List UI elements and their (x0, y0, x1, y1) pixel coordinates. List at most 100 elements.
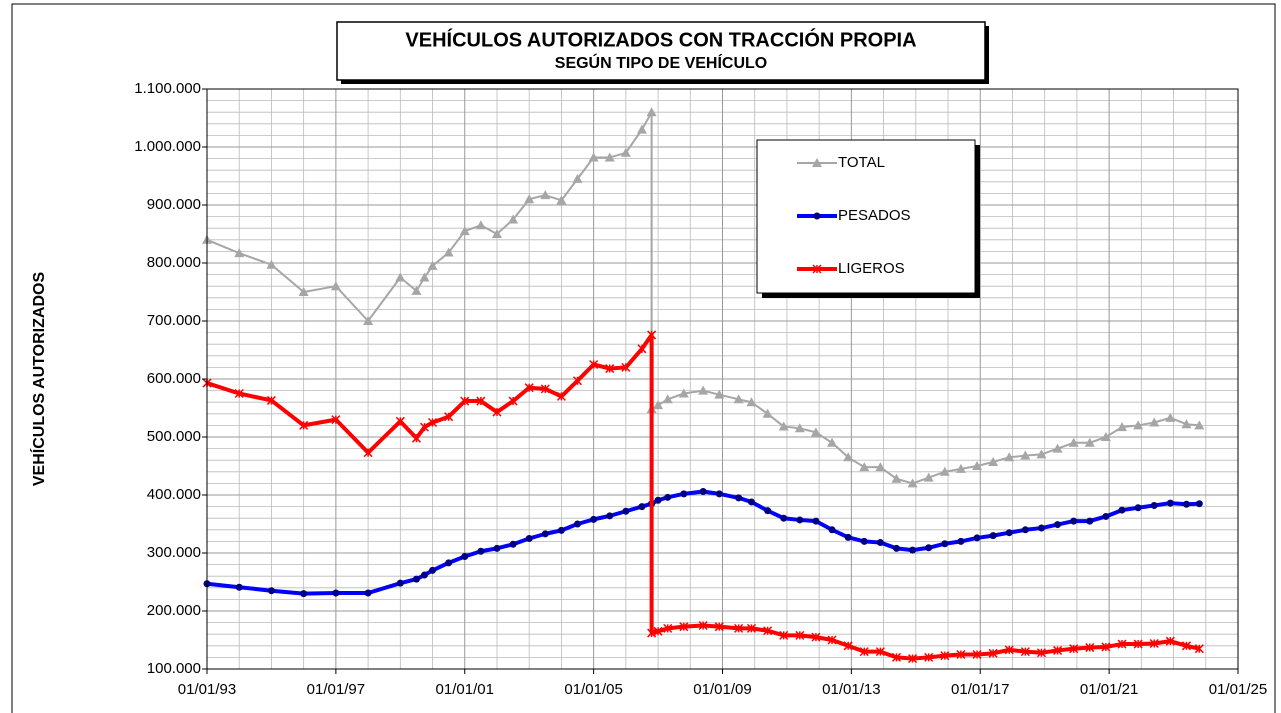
marker (1069, 644, 1079, 654)
marker (796, 516, 804, 524)
marker (662, 394, 673, 404)
marker (419, 272, 430, 282)
marker (508, 214, 519, 224)
marker (606, 512, 614, 520)
marker (794, 423, 805, 433)
marker (1133, 639, 1143, 649)
marker (1195, 500, 1203, 508)
marker (733, 394, 744, 404)
marker (524, 383, 534, 393)
marker (1194, 420, 1205, 430)
marker (395, 416, 405, 426)
marker (266, 395, 276, 405)
marker (827, 635, 837, 645)
marker (429, 566, 437, 574)
y-tick-label: 200.000 (147, 602, 201, 619)
marker (699, 488, 707, 496)
marker (590, 515, 598, 523)
marker (605, 364, 615, 374)
marker (363, 316, 374, 325)
marker (647, 628, 657, 638)
plot (202, 107, 1205, 664)
legend-label: TOTAL (838, 154, 885, 171)
marker (747, 498, 755, 506)
marker (1085, 643, 1095, 653)
marker (604, 152, 615, 162)
marker (989, 532, 997, 540)
marker (1134, 504, 1142, 512)
marker (941, 540, 949, 548)
marker (698, 620, 708, 631)
marker (1100, 432, 1111, 441)
marker (972, 649, 982, 660)
chart-subtitle: SEGÚN TIPO DE VEHÍCULO (555, 53, 767, 72)
marker (1068, 437, 1079, 447)
marker (1052, 443, 1063, 453)
marker (778, 421, 789, 431)
marker (636, 124, 647, 134)
marker (735, 494, 743, 502)
marker (1036, 449, 1047, 459)
marker (1101, 642, 1111, 652)
marker (574, 520, 582, 528)
marker (925, 544, 933, 552)
marker (300, 590, 308, 598)
marker (907, 478, 918, 488)
marker (1194, 644, 1204, 654)
marker (363, 448, 373, 458)
marker (647, 330, 657, 340)
marker (540, 384, 550, 394)
marker (1166, 499, 1174, 507)
marker (395, 272, 406, 282)
y-tick-label: 100.000 (147, 660, 201, 677)
marker (1020, 450, 1031, 460)
marker (780, 514, 788, 522)
marker (1150, 501, 1158, 509)
marker (653, 626, 663, 636)
marker (1165, 412, 1176, 422)
marker (1133, 420, 1144, 430)
marker (331, 415, 341, 425)
marker (298, 287, 309, 296)
marker (734, 623, 744, 633)
marker (299, 420, 309, 430)
marker (493, 544, 501, 552)
marker (956, 649, 966, 660)
x-tick-label: 01/01/97 (307, 681, 365, 698)
marker (620, 147, 631, 157)
marker (827, 437, 838, 447)
marker (1053, 645, 1063, 655)
marker (972, 461, 983, 470)
marker (1005, 529, 1013, 537)
marker (779, 630, 789, 640)
marker (621, 362, 631, 372)
y-tick-label: 1.000.000 (134, 138, 201, 155)
marker (973, 534, 981, 542)
marker (813, 212, 821, 220)
marker (540, 190, 551, 200)
marker (988, 456, 999, 466)
legend (756, 139, 976, 294)
marker (461, 552, 469, 560)
marker (764, 507, 772, 515)
marker (1102, 512, 1110, 520)
marker (714, 389, 725, 399)
marker (663, 623, 673, 633)
marker (909, 546, 917, 554)
marker (396, 579, 404, 587)
marker (638, 503, 646, 511)
marker (939, 466, 950, 476)
marker (1036, 648, 1047, 658)
marker (1149, 417, 1160, 427)
x-tick-label: 01/01/21 (1080, 681, 1138, 698)
marker (715, 490, 723, 498)
marker (1181, 419, 1192, 429)
title-box (336, 21, 986, 81)
marker (332, 589, 340, 597)
marker (680, 490, 688, 498)
marker (556, 391, 566, 401)
marker (524, 194, 535, 204)
marker (330, 281, 341, 291)
x-tick-label: 01/01/09 (693, 681, 751, 698)
marker (860, 537, 868, 545)
